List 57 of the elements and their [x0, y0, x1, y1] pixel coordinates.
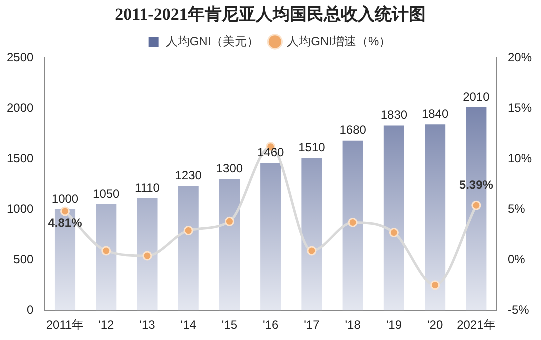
point	[430, 280, 440, 290]
x-tick-label: '14	[180, 318, 197, 332]
bar	[302, 158, 322, 311]
point	[184, 226, 194, 236]
y2-tick-label: 0%	[508, 252, 526, 266]
y2-tick-label: 5%	[508, 202, 526, 216]
bar	[178, 186, 199, 311]
y-tick-label: 1500	[6, 151, 34, 166]
legend-label: 人均GNI（美元）	[166, 34, 260, 48]
bar	[425, 124, 446, 311]
bar	[96, 204, 117, 311]
bar	[137, 198, 158, 311]
y2-tick-label: 15%	[508, 100, 532, 115]
x-tick-label: '16	[263, 318, 279, 332]
data-label: 1680	[340, 123, 367, 138]
data-label: 2010	[463, 90, 490, 104]
legend-label: 人均GNI增速（%）	[287, 34, 392, 48]
data-label: 1510	[298, 140, 326, 154]
bar	[342, 140, 364, 311]
point	[348, 218, 358, 228]
x-tick-label: '20	[427, 318, 444, 332]
data-label: 1300	[216, 162, 244, 176]
x-tick-label: '17	[304, 318, 320, 332]
x-tick-label: '12	[98, 318, 115, 332]
data-label: 1110	[135, 180, 160, 195]
data-label: 1050	[93, 186, 120, 201]
data-label: 1000	[52, 192, 79, 206]
chart-title: 2011-2021年肯尼亚人均国民总收入统计图	[114, 4, 427, 26]
y-tick-label: 1000	[6, 202, 34, 216]
point	[60, 206, 70, 216]
point	[142, 251, 152, 261]
bar	[384, 126, 404, 311]
point	[307, 246, 317, 256]
x-tick-label: '19	[386, 318, 402, 332]
x-tick-label: 2011年	[46, 318, 84, 332]
bar	[260, 163, 282, 311]
x-tick-label: '13	[140, 318, 156, 332]
data-label: 4.81%	[48, 216, 83, 230]
y-tick-label: 0	[27, 302, 34, 317]
x-tick-label: '18	[345, 318, 362, 332]
data-label: 1830	[380, 108, 408, 122]
point	[389, 228, 399, 238]
data-label: 1460	[257, 145, 285, 160]
y-tick-label: 2000	[6, 100, 34, 115]
point	[224, 216, 234, 226]
bar	[219, 179, 240, 311]
data-label: 1840	[422, 107, 449, 121]
y-tick-label: 500	[14, 252, 34, 266]
y2-tick-label: 20%	[508, 50, 532, 64]
data-label: 1230	[175, 168, 202, 183]
y-tick-label: 2500	[6, 50, 34, 64]
x-tick-label: 2021年	[457, 318, 496, 332]
y2-tick-label: -5%	[508, 302, 530, 317]
point	[472, 200, 482, 210]
x-tick-label: '15	[222, 318, 238, 332]
point	[102, 246, 112, 256]
y2-tick-label: 10%	[508, 151, 532, 166]
